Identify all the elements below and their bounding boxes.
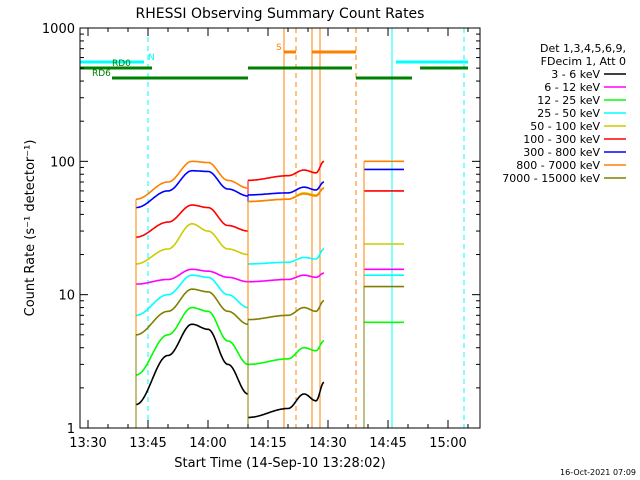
y-tick-label-1: 10 — [58, 289, 75, 304]
series-line-4-segA — [136, 223, 248, 265]
legend-label-8: 7000 - 15000 keV — [502, 172, 600, 185]
legend-header-0: Det 1,3,4,5,6,9, — [540, 42, 626, 55]
series-line-3-segB — [248, 248, 325, 265]
legend-header-1: FDecim 1, Att 0 — [541, 55, 626, 68]
chart-title: RHESSI Observing Summary Count Rates — [136, 6, 425, 22]
series-line-6-segB — [248, 181, 324, 196]
x-tick-label-6: 15:00 — [429, 436, 466, 451]
series-line-2-segA — [136, 306, 249, 376]
x-tick-label-0: 13:30 — [69, 436, 106, 451]
series-line-7-segA — [136, 160, 248, 200]
legend: Det 1,3,4,5,6,9,FDecim 1, Att 03 - 6 keV… — [502, 42, 626, 185]
x-tick-label-4: 14:30 — [309, 436, 346, 451]
y-tick-label-3: 1000 — [42, 22, 75, 37]
x-tick-label-5: 14:45 — [369, 436, 406, 451]
flag-label-0: N — [148, 53, 155, 63]
x-tick-label-2: 14:00 — [189, 436, 226, 451]
legend-label-6: 300 - 800 keV — [523, 146, 600, 159]
legend-label-7: 800 - 7000 keV — [516, 159, 600, 172]
legend-label-5: 100 - 300 keV — [523, 133, 600, 146]
series-line-6-segA — [135, 169, 249, 209]
legend-label-3: 25 - 50 keV — [537, 107, 600, 120]
y-tick-label-2: 100 — [50, 155, 75, 170]
timestamp: 16-Oct-2021 07:09 — [560, 468, 636, 477]
series-line-1-segB — [248, 272, 324, 283]
series-line-3-segA — [136, 274, 248, 317]
x-tick-label-3: 14:15 — [249, 436, 286, 451]
y-axis-label: Count Rate (s⁻¹ detector⁻¹) — [23, 140, 38, 317]
series-line-2-segB — [248, 340, 325, 366]
series-line-8-segA — [136, 288, 248, 336]
plot-frame — [79, 27, 481, 429]
x-axis-label: Start Time (14-Sep-10 13:28:02) — [174, 456, 385, 471]
flag-label-4: S — [276, 43, 282, 53]
legend-label-1: 6 - 12 keV — [544, 81, 600, 94]
x-tick-label-1: 13:45 — [129, 436, 166, 451]
series-line-5-segB — [247, 160, 325, 182]
flag-label-2: RD6 — [92, 69, 111, 79]
y-tick-label-0: 1 — [67, 422, 75, 437]
legend-label-0: 3 - 6 keV — [551, 68, 600, 81]
legend-label-4: 50 - 100 keV — [530, 120, 600, 133]
series-line-5-segA — [135, 204, 249, 238]
series-line-0-segB — [248, 381, 325, 419]
x-axis: 13:30 13:45 14:00 14:15 14:30 14:45 15:00 — [69, 28, 469, 451]
series-line-1-segA — [136, 268, 248, 285]
y-axis: 1 10 100 1000 — [42, 22, 480, 437]
legend-label-2: 12 - 25 keV — [537, 94, 600, 107]
series-line-8-segB — [248, 300, 324, 321]
flag-label-1: RD0 — [112, 59, 131, 69]
series-line-7-segB — [248, 187, 324, 203]
series-line-0-segA — [135, 323, 249, 406]
